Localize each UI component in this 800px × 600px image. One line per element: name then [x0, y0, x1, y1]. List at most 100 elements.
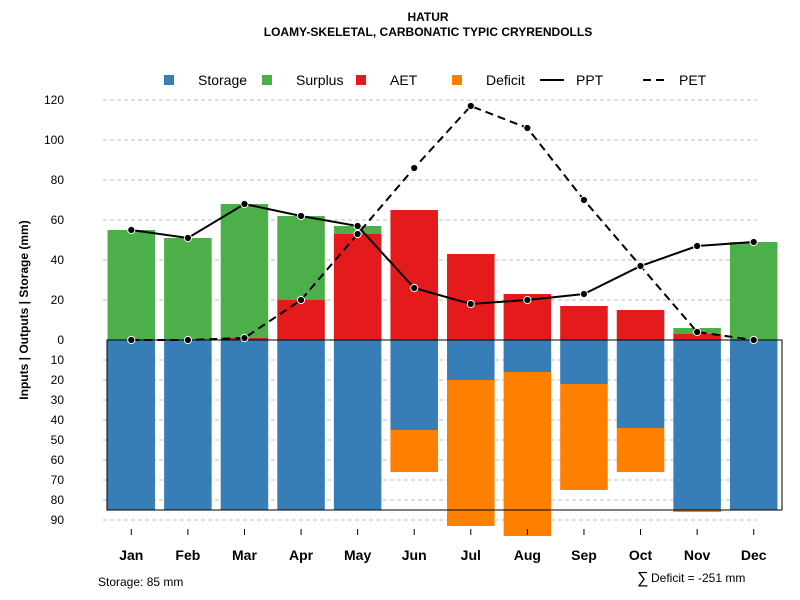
x-tick-label: Mar — [232, 547, 257, 563]
pet-point — [466, 101, 475, 111]
x-tick-label: Feb — [175, 547, 200, 563]
deficit-symbol: ∑ — [637, 570, 648, 587]
deficit-bar — [390, 430, 438, 472]
gridlines — [103, 99, 757, 521]
y-axis: 120 100 80 60 40 20 0 10 20 30 40 50 60 70 80 90 — [44, 93, 64, 527]
x-tick-label: Jun — [402, 547, 427, 563]
y-tick-label: 10 — [51, 353, 65, 367]
ppt-point — [636, 261, 645, 271]
legend: Storage Surplus AET Deficit PPT PET — [164, 72, 707, 88]
storage-bar — [390, 340, 438, 430]
surplus-bar — [277, 216, 325, 300]
pet-point — [183, 335, 192, 345]
y-tick-label: 100 — [44, 133, 64, 147]
storage-bar — [164, 340, 212, 510]
ppt-point — [353, 221, 362, 231]
aet-bar — [616, 310, 665, 340]
ppt-point — [466, 299, 475, 309]
y-tick-label: 80 — [51, 173, 65, 187]
x-tick-label: Oct — [629, 547, 653, 563]
x-tick-label: Apr — [289, 547, 314, 563]
legend-label: AET — [390, 72, 418, 88]
y-tick-label: 50 — [51, 433, 65, 447]
lines — [127, 101, 758, 345]
chart-subtitle: LOAMY-SKELETAL, CARBONATIC TYPIC CRYREND… — [264, 25, 592, 39]
storage-bar — [333, 340, 382, 510]
bars — [106, 204, 783, 536]
y-tick-label: 30 — [51, 393, 65, 407]
aet-bar — [277, 300, 325, 340]
storage-bar — [447, 340, 495, 380]
x-tick-label: Dec — [741, 547, 767, 563]
x-tick-label: May — [344, 547, 371, 563]
legend-label: PET — [679, 72, 707, 88]
storage-bar — [616, 340, 665, 428]
storage-bar — [673, 340, 721, 510]
y-tick-label: 80 — [51, 493, 65, 507]
chart-title: HATUR — [407, 10, 448, 24]
storage-bar — [107, 340, 156, 510]
pet-point — [353, 229, 362, 239]
aet-bar — [333, 234, 382, 340]
aet-bar — [673, 334, 721, 340]
y-tick-label: 60 — [51, 213, 65, 227]
storage-note: Storage: 85 mm — [98, 575, 183, 589]
x-tick-label: Aug — [514, 547, 541, 563]
legend-label: Deficit — [486, 72, 525, 88]
storage-bar — [277, 340, 325, 510]
ppt-point — [296, 211, 306, 221]
x-tick-label: Jan — [119, 547, 143, 563]
ppt-point — [693, 241, 702, 251]
x-axis: Jan Feb Mar Apr May Jun Jul Aug Sep Oct Nov Dec — [119, 529, 767, 563]
pet-point — [693, 327, 702, 337]
pet-point — [127, 335, 136, 345]
deficit-bar — [503, 372, 552, 536]
ppt-point — [240, 199, 249, 209]
deficit-note: Deficit = -251 mm — [651, 571, 745, 585]
ppt-point — [749, 237, 758, 247]
pet-point — [523, 123, 532, 133]
y-tick-label: 60 — [51, 453, 65, 467]
y-tick-label: 120 — [44, 93, 64, 107]
pet-line — [131, 104, 754, 341]
y-tick-label: 20 — [51, 293, 65, 307]
y-tick-label: 40 — [51, 253, 65, 267]
pet-point — [410, 163, 419, 173]
pet-point — [240, 333, 249, 343]
aet-bar — [390, 210, 438, 340]
storage-bar — [729, 340, 778, 510]
storage-bar — [220, 340, 269, 510]
deficit-bar — [560, 384, 608, 490]
y-tick-label: 40 — [51, 413, 65, 427]
deficit-bar — [616, 428, 665, 472]
legend-label: PPT — [576, 72, 604, 88]
legend-label: Storage — [198, 72, 247, 88]
y-tick-label: 20 — [51, 373, 65, 387]
surplus-bar — [107, 230, 156, 340]
y-tick-label: 90 — [51, 513, 65, 527]
aet-bar — [447, 254, 495, 340]
legend-swatch — [262, 75, 272, 85]
x-tick-label: Sep — [571, 547, 597, 563]
y-tick-label: 0 — [57, 333, 64, 347]
x-tick-label: Nov — [684, 547, 711, 563]
y-axis-label: Inputs | Outputs | Storage (mm) — [17, 220, 31, 399]
surplus-bar — [164, 238, 212, 340]
ppt-point — [183, 233, 192, 243]
x-tick-label: Jul — [461, 547, 481, 563]
pet-point — [579, 195, 589, 205]
legend-label: Surplus — [296, 72, 343, 88]
ppt-line — [131, 202, 754, 306]
legend-swatch — [164, 75, 174, 85]
storage-bar — [503, 340, 552, 372]
storage-bar — [560, 340, 608, 384]
ppt-point — [579, 289, 589, 299]
deficit-bar — [447, 380, 495, 526]
surplus-bar — [220, 204, 269, 338]
deficit-bar — [673, 510, 721, 512]
y-tick-label: 70 — [51, 473, 65, 487]
ppt-point — [410, 283, 419, 293]
pet-point — [296, 295, 306, 305]
legend-swatch — [356, 75, 366, 85]
